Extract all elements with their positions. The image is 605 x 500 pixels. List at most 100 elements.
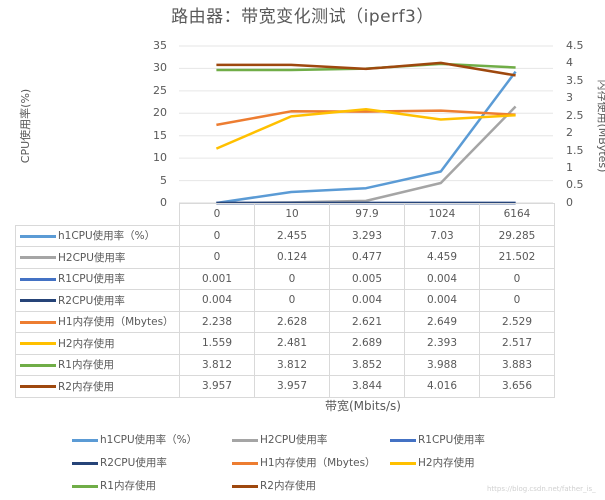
table-cell: 3.844 [329, 375, 405, 398]
row-label: R2内存使用 [58, 380, 114, 393]
table-cell: 2.481 [254, 332, 330, 355]
series-line [215, 107, 516, 150]
row-label: R1内存使用 [58, 359, 114, 372]
legend-item: R2内存使用 [232, 478, 316, 493]
legend-item: h1CPU使用率（%） [72, 432, 197, 447]
table-row: R2CPU使用率 0.004 0 0.004 0.004 0 [15, 289, 555, 312]
left-tick: 20 [153, 106, 167, 119]
table-row: H2CPU使用率 0 0.124 0.477 4.459 21.502 [15, 246, 555, 269]
legend-line-icon [72, 438, 98, 442]
right-tick: 0.5 [566, 178, 584, 191]
legend-item: R1CPU使用率 [390, 432, 485, 447]
table-row: H1内存使用（Mbytes） 2.238 2.628 2.621 2.649 2… [15, 310, 555, 333]
table-cell: 0 [254, 289, 330, 312]
table-row: H2内存使用 1.559 2.481 2.689 2.393 2.517 [15, 332, 555, 355]
table-cell: 3.812 [254, 353, 330, 376]
table-cell: 0.004 [404, 267, 480, 290]
table-row: h1CPU使用率（%） 0 2.455 3.293 7.03 29.285 [15, 224, 555, 247]
series-key-icon [20, 277, 56, 281]
table-cell: 0.004 [179, 289, 255, 312]
table-row: R1内存使用 3.812 3.812 3.852 3.988 3.883 [15, 353, 555, 376]
row-label: H2内存使用 [58, 337, 115, 350]
table-cell: 0 [179, 224, 255, 247]
table-cell: 4.016 [404, 375, 480, 398]
series-key-icon [20, 385, 56, 389]
table-cell: 0 [254, 267, 330, 290]
series-key-icon [20, 363, 56, 367]
table-cell: 0.477 [329, 246, 405, 269]
table-cell: 3.957 [179, 375, 255, 398]
left-tick: 10 [153, 151, 167, 164]
watermark: https://blog.csdn.net/father_is_ [487, 485, 596, 493]
row-label: H1内存使用（Mbytes） [58, 316, 174, 329]
table-cell: 7.03 [404, 224, 480, 247]
series-key-icon [20, 234, 56, 238]
table-cell: 3.293 [329, 224, 405, 247]
table-header-cell: 6164 [479, 203, 555, 226]
right-tick: 3 [566, 91, 573, 104]
left-tick: 25 [153, 84, 167, 97]
legend-line-icon [232, 484, 258, 488]
left-tick: 15 [153, 129, 167, 142]
table-header-cell: 97.9 [329, 203, 405, 226]
table-cell: 2.628 [254, 310, 330, 333]
series-key-icon [20, 256, 56, 260]
legend-item: R2CPU使用率 [72, 455, 167, 470]
legend-item: H2内存使用 [390, 455, 475, 470]
series-key-icon [20, 299, 56, 303]
table-cell: 3.812 [179, 353, 255, 376]
table-cell: 2.689 [329, 332, 405, 355]
table-row: R1CPU使用率 0.001 0 0.005 0.004 0 [15, 267, 555, 290]
x-axis-title: 带宽(Mbits/s) [325, 399, 401, 413]
table-cell: 0.001 [179, 267, 255, 290]
table-cell: 3.883 [479, 353, 555, 376]
legend-item: H1内存使用（Mbytes） [232, 455, 376, 470]
table-cell: 0.005 [329, 267, 405, 290]
row-label: h1CPU使用率（%） [58, 230, 156, 243]
table-cell: 0 [179, 246, 255, 269]
right-tick: 2.5 [566, 109, 584, 122]
right-tick: 4.5 [566, 39, 584, 52]
legend-line-icon [390, 438, 416, 442]
series-key-icon [20, 342, 56, 346]
series-line [216, 109, 516, 127]
table-cell: 2.238 [179, 310, 255, 333]
row-label: H2CPU使用率 [58, 251, 126, 264]
table-cell: 3.852 [329, 353, 405, 376]
legend-line-icon [232, 438, 258, 442]
right-tick: 0 [566, 196, 573, 209]
table-cell: 0 [479, 289, 555, 312]
left-tick: 0 [160, 196, 167, 209]
chart-title: 路由器：带宽变化测试（iperf3） [171, 7, 434, 27]
table-cell: 2.649 [404, 310, 480, 333]
table-cell: 21.502 [479, 246, 555, 269]
legend-line-icon [72, 461, 98, 465]
series-lines [215, 61, 517, 205]
row-label: R2CPU使用率 [58, 294, 125, 307]
left-tick: 35 [153, 39, 167, 52]
data-table: 0 10 97.9 1024 6164 h1CPU使用率（%） 0 2.455 … [15, 203, 555, 398]
table-header-cell: 0 [179, 203, 255, 226]
legend-line-icon [232, 461, 258, 465]
table-cell: 29.285 [479, 224, 555, 247]
table-cell: 2.529 [479, 310, 555, 333]
table-cell: 0.004 [329, 289, 405, 312]
table-cell: 2.455 [254, 224, 330, 247]
table-header-cell: 1024 [404, 203, 480, 226]
right-tick: 4 [566, 56, 573, 69]
table-cell: 0.124 [254, 246, 330, 269]
plot-area [179, 45, 553, 205]
legend-item: R1内存使用 [72, 478, 156, 493]
left-tick: 5 [160, 174, 167, 187]
table-cell: 2.517 [479, 332, 555, 355]
table-cell: 4.459 [404, 246, 480, 269]
series-line [216, 61, 516, 77]
table-cell: 1.559 [179, 332, 255, 355]
left-tick: 30 [153, 61, 167, 74]
right-tick: 1 [566, 161, 573, 174]
table-header-row: 0 10 97.9 1024 6164 [15, 203, 555, 226]
table-cell: 2.621 [329, 310, 405, 333]
legend-line-icon [72, 484, 98, 488]
series-line [216, 70, 517, 205]
table-cell: 0.004 [404, 289, 480, 312]
